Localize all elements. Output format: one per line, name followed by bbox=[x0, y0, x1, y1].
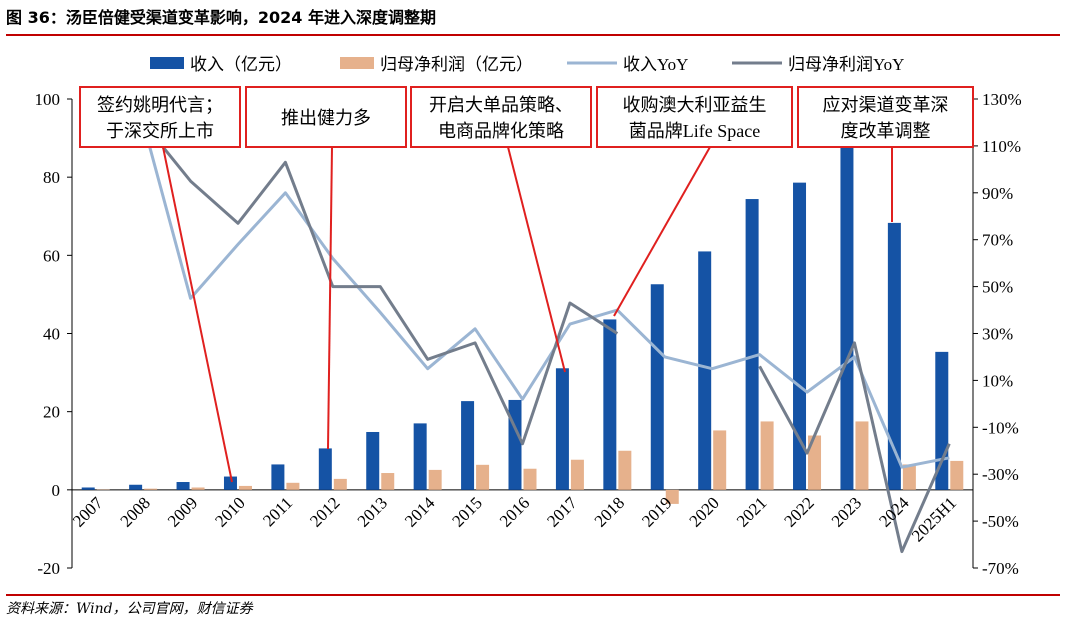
revenue-bar bbox=[603, 319, 616, 489]
right-tick-label: 70% bbox=[982, 231, 1013, 250]
right-tick-label: 130% bbox=[982, 90, 1022, 109]
combo-chart: -20 0 20 40 60 80 100 -70% -50% -30% -10% 10% 30% 50%… bbox=[0, 34, 1066, 594]
left-tick-label: 100 bbox=[35, 90, 61, 109]
revenue-bar bbox=[651, 284, 664, 490]
right-tick-label: 10% bbox=[982, 371, 1013, 390]
right-tick-label: -30% bbox=[982, 465, 1019, 484]
x-tick-label: 2007 bbox=[69, 493, 107, 531]
net-profit-bar bbox=[571, 460, 584, 490]
x-tick-label: 2010 bbox=[211, 493, 248, 530]
revenue-bar bbox=[414, 423, 427, 489]
net-profit-bar bbox=[855, 421, 868, 489]
net-profit-bar bbox=[524, 469, 537, 490]
legend-swatch bbox=[150, 57, 184, 69]
annotation-text: 开启大单品策略、 bbox=[429, 95, 573, 115]
x-tick-label: 2018 bbox=[591, 493, 628, 530]
revenue-bar bbox=[698, 251, 711, 489]
revenue-bar bbox=[509, 400, 522, 490]
x-tick-label: 2017 bbox=[543, 493, 581, 531]
net-profit-bar bbox=[381, 473, 394, 490]
right-tick-label: 30% bbox=[982, 325, 1013, 344]
revenue-bar bbox=[82, 487, 95, 489]
revenue-bar bbox=[366, 432, 379, 490]
revenue-bar bbox=[556, 368, 569, 490]
left-tick-label: 80 bbox=[43, 168, 60, 187]
x-tick-label: 2009 bbox=[164, 493, 201, 530]
x-tick-label: 2023 bbox=[828, 493, 865, 530]
revenue-bar bbox=[271, 464, 284, 489]
revenue-bar bbox=[319, 448, 332, 489]
right-tick-label: 90% bbox=[982, 184, 1013, 203]
x-tick-label: 2022 bbox=[780, 493, 817, 530]
right-tick-label: -70% bbox=[982, 559, 1019, 578]
x-tick-label: 2014 bbox=[401, 493, 439, 531]
annotation-pointer bbox=[328, 147, 332, 449]
revenue-bar bbox=[461, 401, 474, 490]
annotation-text: 应对渠道变革深 bbox=[823, 95, 949, 115]
page-title: 图 36：汤臣倍健受渠道变革影响，2024 年进入深度调整期 bbox=[6, 2, 1060, 36]
legend-label: 归母净利润YoY bbox=[788, 55, 904, 74]
x-tick-label: 2024 bbox=[875, 493, 913, 531]
right-tick-label: -50% bbox=[982, 512, 1019, 531]
x-tick-label: 2008 bbox=[116, 493, 153, 530]
x-tick-label: 2011 bbox=[259, 493, 296, 530]
net-profit-bar bbox=[761, 421, 774, 489]
right-tick-label: 50% bbox=[982, 278, 1013, 297]
net-profit-bar bbox=[429, 470, 442, 490]
net-profit-bar bbox=[286, 483, 299, 490]
net-profit-bar bbox=[476, 465, 489, 490]
annotation-text: 于深交所上市 bbox=[106, 121, 214, 141]
annotation-text: 菌品牌Life Space bbox=[629, 121, 760, 141]
annotation-pointer bbox=[163, 147, 232, 482]
annotation-text: 签约姚明代言； bbox=[97, 95, 223, 115]
left-tick-label: 60 bbox=[43, 246, 60, 265]
x-tick-label: 2012 bbox=[306, 493, 343, 530]
legend-label: 归母净利润（亿元） bbox=[380, 55, 533, 74]
revenue-bar bbox=[840, 122, 853, 490]
x-tick-label: 2013 bbox=[354, 493, 391, 530]
revenue-bar bbox=[177, 482, 190, 490]
x-tick-label: 2015 bbox=[448, 493, 485, 530]
annotation-text: 电商品牌化策略 bbox=[438, 121, 564, 141]
annotation-text: 收购澳大利亚益生 bbox=[623, 95, 767, 115]
revenue-bar bbox=[793, 183, 806, 490]
x-tick-label: 2020 bbox=[686, 493, 723, 530]
left-tick-label: 0 bbox=[52, 481, 61, 500]
net-profit-bar bbox=[239, 486, 252, 490]
net-profit-bar bbox=[950, 461, 963, 490]
right-tick-label: -10% bbox=[982, 418, 1019, 437]
annotation-pointer bbox=[508, 147, 565, 372]
left-tick-label: -20 bbox=[37, 559, 60, 578]
annotation-text: 度改革调整 bbox=[841, 121, 931, 141]
x-tick-label: 2016 bbox=[496, 493, 533, 530]
x-tick-label: 2021 bbox=[733, 493, 770, 530]
net-profit-bar bbox=[334, 479, 347, 490]
net-profit-bar bbox=[713, 430, 726, 489]
legend-label: 收入YoY bbox=[623, 55, 688, 74]
revenue-bar bbox=[746, 199, 759, 490]
legend-label: 收入（亿元） bbox=[190, 55, 292, 74]
net-profit-bar bbox=[903, 464, 916, 489]
left-tick-label: 20 bbox=[43, 403, 60, 422]
net-profit-bar bbox=[618, 451, 631, 490]
net-profit-bar bbox=[192, 487, 205, 489]
legend-swatch bbox=[340, 57, 374, 69]
left-tick-label: 40 bbox=[43, 325, 60, 344]
net-profit-bar bbox=[144, 489, 157, 490]
source-note: 资料来源：Wind，公司官网，财信证券 bbox=[6, 594, 1060, 624]
revenue-bar bbox=[129, 485, 142, 490]
right-tick-label: 110% bbox=[982, 137, 1021, 156]
annotation-text: 推出健力多 bbox=[281, 108, 371, 128]
